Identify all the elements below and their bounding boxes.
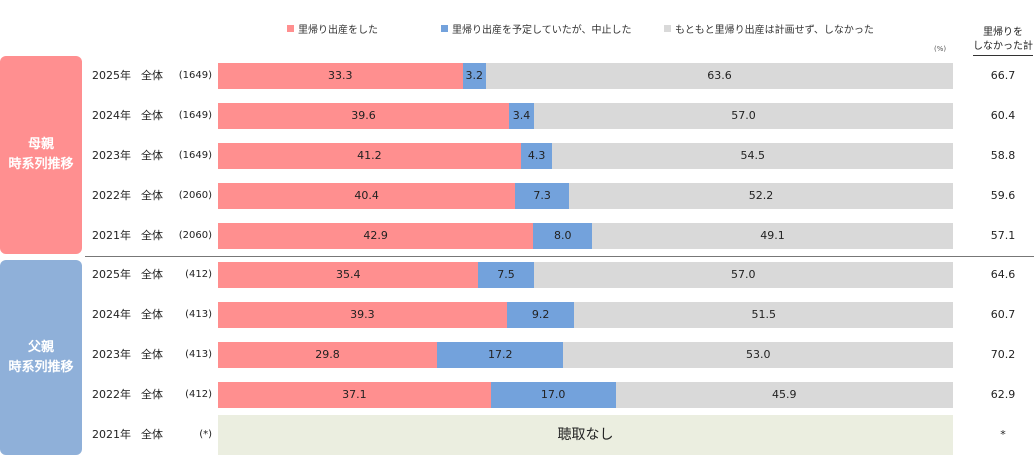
row-category: 全体 (141, 348, 163, 361)
row-year: 2021年 (92, 229, 131, 242)
row-year: 2024年 (92, 308, 131, 321)
row-year: 2025年 (92, 69, 131, 82)
stacked-bar: 39.6 3.4 57.0 (218, 103, 953, 129)
row-category: 全体 (141, 428, 163, 441)
stacked-bar: 37.1 17.0 45.9 (218, 382, 953, 408)
group-mother-line2: 時系列推移 (8, 157, 74, 172)
stacked-bar: 39.3 9.2 51.5 (218, 302, 953, 328)
group-father-line2: 時系列推移 (8, 359, 74, 375)
row-sample-size: (412) (185, 389, 212, 400)
stacked-bar: 33.3 3.2 63.6 (218, 63, 953, 89)
group-divider (85, 256, 1034, 257)
stacked-bar: 29.8 17.2 53.0 (218, 342, 953, 368)
row-sample-size: (413) (185, 349, 212, 360)
group-father-line1: 父親 (27, 339, 54, 355)
row-category: 全体 (141, 308, 163, 321)
row-sample-size: (2060) (178, 230, 212, 241)
bar-segment-returned: 42.9 (218, 223, 534, 249)
row-sample-size: (1649) (178, 150, 212, 161)
bar-segment-cancelled: 4.3 (520, 143, 553, 169)
bar-segment-not-planned: 57.0 (534, 103, 953, 129)
chart-legend: 里帰り出産をした 里帰り出産を予定していたが、中止した もともと里帰り出産は計画… (0, 21, 1034, 37)
row-sample-size: (1649) (178, 70, 212, 81)
legend-swatch-not-planned (664, 25, 671, 32)
bar-segment-returned: 33.3 (218, 63, 463, 89)
legend-swatch-cancelled (441, 25, 448, 32)
stacked-bar: 40.4 7.3 52.2 (218, 183, 953, 209)
legend-item-cancelled: 里帰り出産を予定していたが、中止した (441, 21, 632, 36)
bar-segment-cancelled: 7.3 (515, 183, 569, 209)
total-column-header: 里帰りを しなかった計 (972, 26, 1034, 56)
row-category: 全体 (141, 69, 163, 82)
row-total: 70.2 (990, 348, 1016, 361)
legend-item-returned: 里帰り出産をした (287, 21, 378, 36)
group-label-mother: 母親 時系列推移 (0, 56, 82, 254)
row-sample-size: (413) (185, 309, 212, 320)
row-year: 2024年 (92, 109, 131, 122)
group-mother-line1: 母親 (27, 137, 54, 152)
bar-segment-not-planned: 54.5 (552, 143, 953, 169)
bar-segment-cancelled: 9.2 (506, 302, 575, 328)
bar-segment-not-planned: 51.5 (574, 302, 953, 328)
bar-segment-cancelled: 17.2 (437, 342, 564, 368)
bar-segment-cancelled: 8.0 (533, 223, 593, 249)
total-header-line2: しなかった計 (973, 40, 1033, 56)
legend-swatch-returned (287, 25, 294, 32)
bar-segment-not-planned: 53.0 (563, 342, 953, 368)
row-category: 全体 (141, 109, 163, 122)
bar-segment-not-planned: 63.6 (486, 63, 953, 89)
bar-segment-returned: 41.2 (218, 143, 521, 169)
row-total: 60.7 (990, 308, 1016, 321)
stacked-bar: 35.4 7.5 57.0 (218, 262, 953, 288)
row-category: 全体 (141, 229, 163, 242)
row-sample-size: (1649) (178, 110, 212, 121)
bar-segment-returned: 39.6 (218, 103, 510, 129)
row-year: 2025年 (92, 268, 131, 281)
row-sample-size: (*) (199, 429, 212, 440)
legend-label-returned: 里帰り出産をした (298, 25, 378, 36)
legend-item-not-planned: もともと里帰り出産は計画せず、しなかった (664, 21, 874, 36)
row-year: 2023年 (92, 149, 131, 162)
row-category: 全体 (141, 388, 163, 401)
row-total: * (1000, 428, 1006, 441)
bar-segment-returned: 29.8 (218, 342, 438, 368)
row-year: 2021年 (92, 428, 131, 441)
row-year: 2022年 (92, 388, 131, 401)
row-total: 59.6 (990, 189, 1016, 202)
bar-segment-cancelled: 7.5 (478, 262, 534, 288)
bar-segment-not-planned: 57.0 (533, 262, 953, 288)
bar-segment-returned: 40.4 (218, 183, 516, 209)
bar-segment-returned: 35.4 (218, 262, 479, 288)
stacked-bar: 41.2 4.3 54.5 (218, 143, 953, 169)
legend-label-cancelled: 里帰り出産を予定していたが、中止した (452, 25, 632, 36)
row-total: 62.9 (990, 388, 1016, 401)
legend-label-not-planned: もともと里帰り出産は計画せず、しなかった (675, 25, 874, 36)
total-header-line1: 里帰りを (983, 27, 1023, 38)
bar-segment-not-planned: 49.1 (592, 223, 953, 249)
row-year: 2023年 (92, 348, 131, 361)
group-label-father: 父親 時系列推移 (0, 260, 82, 455)
bar-segment-cancelled: 3.4 (509, 103, 535, 129)
row-year: 2022年 (92, 189, 131, 202)
bar-segment-cancelled: 3.2 (462, 63, 486, 89)
bar-segment-returned: 37.1 (218, 382, 491, 408)
row-category: 全体 (141, 189, 163, 202)
row-total: 64.6 (990, 268, 1016, 281)
bar-segment-cancelled: 17.0 (490, 382, 616, 408)
bar-segment-not-planned: 45.9 (615, 382, 953, 408)
row-sample-size: (412) (185, 269, 212, 280)
row-sample-size: (2060) (178, 190, 212, 201)
row-total: 58.8 (990, 149, 1016, 162)
row-total: 60.4 (990, 109, 1016, 122)
no-data-bar: 聴取なし (218, 415, 953, 455)
row-total: 66.7 (990, 69, 1016, 82)
row-total: 57.1 (990, 229, 1016, 242)
bar-segment-returned: 39.3 (218, 302, 507, 328)
row-category: 全体 (141, 149, 163, 162)
row-category: 全体 (141, 268, 163, 281)
bar-segment-not-planned: 52.2 (568, 183, 953, 209)
stacked-bar: 42.9 8.0 49.1 (218, 223, 953, 249)
unit-label: (%) (934, 45, 947, 53)
